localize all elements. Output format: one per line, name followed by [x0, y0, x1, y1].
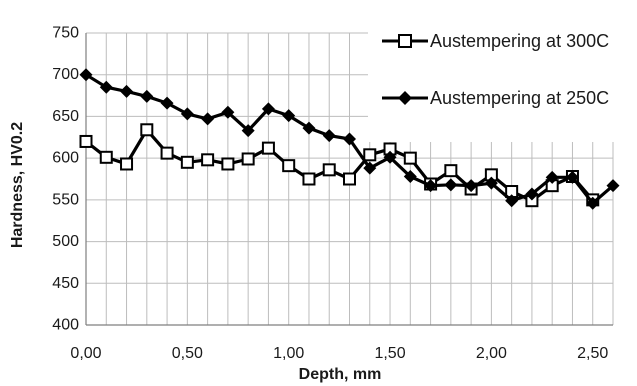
- legend-item-250c: Austempering at 250C: [382, 88, 609, 108]
- data-point-diamond: [545, 170, 559, 184]
- y-tick-label: 750: [52, 25, 79, 42]
- data-point-diamond: [282, 109, 296, 123]
- data-point-diamond: [140, 89, 154, 103]
- legend-label-300c: Austempering at 300C: [430, 31, 609, 51]
- data-point-square: [302, 172, 316, 186]
- data-point-diamond: [79, 68, 93, 82]
- data-point-diamond: [99, 80, 113, 94]
- y-axis-title: Hardness, HV0.2: [9, 122, 26, 248]
- data-point-square: [99, 150, 113, 164]
- data-point-diamond: [160, 96, 174, 110]
- data-point-square: [160, 146, 174, 160]
- legend-marker-square-icon: [398, 34, 412, 48]
- data-point-square: [221, 157, 235, 171]
- data-point-square: [140, 123, 154, 137]
- data-point-square: [363, 148, 377, 162]
- legend-marker-diamond-icon: [398, 91, 412, 105]
- y-tick-label: 450: [52, 275, 79, 292]
- data-point-diamond: [261, 102, 275, 116]
- y-tick-label: 700: [52, 66, 79, 83]
- data-point-diamond: [221, 105, 235, 119]
- legend-item-300c: Austempering at 300C: [382, 31, 609, 51]
- data-point-square: [282, 159, 296, 173]
- data-point-square: [343, 172, 356, 186]
- data-point-diamond: [505, 194, 519, 208]
- data-point-diamond: [464, 179, 478, 193]
- data-point-diamond: [586, 196, 600, 210]
- y-tick-labels: 400 450 500 550 600 650 700 750: [52, 25, 79, 334]
- axes: [85, 33, 613, 326]
- data-point-diamond: [606, 179, 620, 193]
- data-point-diamond: [444, 178, 458, 192]
- y-tick-label: 650: [52, 108, 79, 125]
- data-point-diamond: [484, 176, 498, 190]
- data-point-square: [180, 155, 194, 169]
- y-tick-label: 500: [52, 233, 79, 250]
- data-point-square: [79, 134, 93, 148]
- data-point-square: [403, 151, 417, 165]
- x-tick-label: 1,50: [374, 345, 405, 362]
- data-point-square: [241, 152, 255, 166]
- data-point-diamond: [302, 121, 316, 135]
- data-point-square: [322, 163, 336, 177]
- x-tick-label: 2,50: [577, 345, 608, 362]
- data-point-diamond: [241, 124, 255, 138]
- x-tick-labels: 0,00 0,50 1,00 1,50 2,00 2,50: [70, 345, 608, 362]
- data-point-diamond: [565, 170, 579, 184]
- data-point-diamond: [403, 169, 417, 183]
- series-250c: [79, 68, 620, 210]
- data-point-diamond: [383, 150, 397, 164]
- data-point-square: [201, 153, 215, 167]
- legend-label-250c: Austempering at 250C: [430, 88, 609, 108]
- x-axis-title: Depth, mm: [299, 366, 382, 383]
- data-point-diamond: [180, 107, 194, 121]
- x-tick-label: 2,00: [476, 345, 507, 362]
- data-point-square: [261, 141, 275, 155]
- data-point-diamond: [424, 179, 438, 193]
- data-point-diamond: [322, 129, 336, 143]
- x-tick-label: 0,00: [70, 345, 101, 362]
- y-tick-label: 600: [52, 150, 79, 167]
- data-point-diamond: [201, 112, 215, 126]
- data-point-diamond: [363, 161, 377, 175]
- data-point-square: [120, 157, 134, 171]
- data-point-diamond: [120, 84, 134, 98]
- data-point-square: [444, 164, 458, 178]
- series-layer: [79, 68, 620, 210]
- legend: Austempering at 300C Austempering at 250…: [368, 20, 630, 142]
- y-tick-label: 400: [52, 317, 79, 334]
- data-point-diamond: [343, 132, 356, 146]
- y-tick-label: 550: [52, 191, 79, 208]
- x-tick-label: 1,00: [273, 345, 304, 362]
- x-tick-label: 0,50: [172, 345, 203, 362]
- data-point-diamond: [525, 187, 539, 201]
